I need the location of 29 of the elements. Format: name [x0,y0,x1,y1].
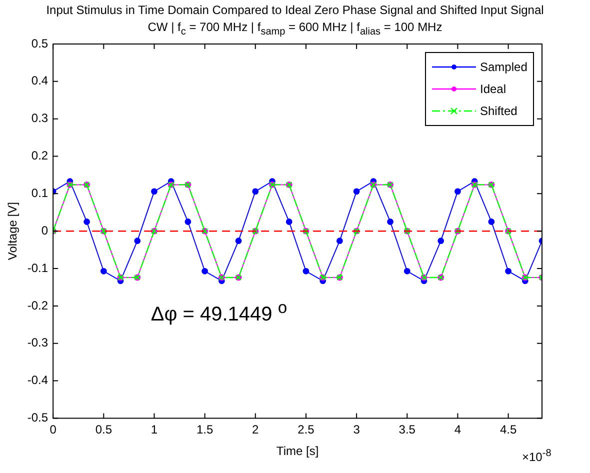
x-tick-label: 2 [252,422,260,437]
x-tick-label: 1.5 [196,422,214,437]
x-tick-label: 4.5 [500,422,517,437]
legend-label: Sampled [480,60,528,74]
x-tick-label: 0.5 [95,422,112,437]
x-axis-title: Time [s] [276,444,319,458]
chart-subtitle: CW | f$_{c}$ = 700 MHz | f$_{samp}$ = 600 MHz | f$_{alias}$ = 100 MHz [148,20,442,38]
x-tick-label: 4 [454,422,462,437]
y-tick-label: -0.2 [27,298,48,312]
y-axis-title: Voltage [V] [6,202,20,260]
y-tick-label: -0.4 [27,373,48,388]
y-tick-label: 0 [41,223,48,238]
y-tick-label: 0.3 [31,111,48,126]
x-tick-label: 3.5 [398,422,416,437]
x-tick-label: 2.5 [298,422,315,437]
legend-label: Shifted [480,104,518,118]
y-tick-label: -0.5 [27,410,48,425]
x-tick-label: 1 [150,422,158,437]
y-tick-label: 0.4 [31,74,48,88]
y-tick-label: 0.2 [31,148,48,163]
y-tick-label: -0.3 [27,336,48,350]
y-tick-label: 0.1 [31,186,48,200]
x-tick-label: 3 [353,422,360,437]
chart-title: Input Stimulus in Time Domain Compared to Ideal Zero Phase Signal and Shifted Input Signal [45,2,545,19]
text: ×10$^{-8}$ [522,448,552,464]
y-tick-label: 0.5 [31,36,48,50]
annotation: Δφ = 49.1449 $^{o}$ [150,298,288,328]
legend-label: Ideal [480,82,506,96]
y-tick-label: -0.1 [27,260,48,275]
